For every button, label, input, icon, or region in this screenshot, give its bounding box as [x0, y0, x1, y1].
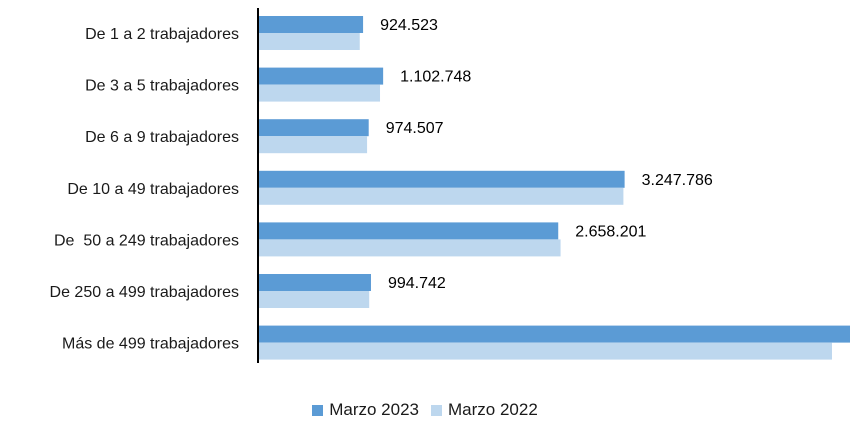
data-label: 974.507: [386, 120, 444, 137]
category-label: De 1 a 2 trabajadores: [85, 26, 239, 43]
bar-series-2: [259, 84, 381, 102]
data-label: 3.247.786: [642, 172, 713, 189]
bar-series-2: [259, 291, 370, 308]
bar-series-1: [259, 325, 850, 343]
legend-item-series-2: Marzo 2022: [431, 400, 538, 420]
legend-item-series-1: Marzo 2023: [312, 400, 419, 420]
bar-series-1: [259, 119, 369, 137]
category-label: De 10 a 49 trabajadores: [67, 181, 239, 198]
data-label: 2.658.201: [575, 223, 646, 240]
bar-series-1: [259, 16, 364, 33]
data-label: 994.742: [388, 275, 446, 292]
bar-series-2: [259, 187, 624, 205]
value-labels: 924.523 1.102.748 974.507 3.247.786 2.658.20…: [380, 17, 713, 292]
bar-series-1: [259, 274, 371, 291]
data-label: 1.102.748: [400, 69, 471, 86]
legend-swatch-series-1: [312, 404, 324, 416]
category-label: Más de 499 trabajadores: [62, 336, 239, 353]
category-labels: De 1 a 2 trabajadores De 3 a 5 trabajador…: [50, 26, 239, 353]
category-label: De 6 a 9 trabajadores: [85, 129, 239, 146]
bar-series-1: [259, 67, 384, 85]
legend: Marzo 2023 Marzo 2022: [0, 400, 850, 420]
bar-series-1: [259, 222, 559, 240]
legend-label-series-1: Marzo 2023: [329, 400, 419, 419]
legend-label-series-2: Marzo 2022: [448, 400, 538, 419]
bar-series-2: [259, 33, 360, 50]
bar-series-1: [259, 170, 625, 188]
bar-chart: De 1 a 2 trabajadores De 3 a 5 trabajador…: [50, 8, 850, 363]
bar-series-2: [259, 136, 368, 154]
category-label: De 250 a 499 trabajadores: [50, 284, 239, 301]
bars: [259, 16, 850, 360]
category-label: De 50 a 249 trabajadores: [54, 232, 239, 249]
bar-series-2: [259, 239, 561, 257]
data-label: 924.523: [380, 17, 438, 34]
category-label: De 3 a 5 trabajadores: [85, 78, 239, 95]
bar-series-2: [259, 342, 832, 360]
legend-swatch-series-2: [431, 404, 442, 416]
